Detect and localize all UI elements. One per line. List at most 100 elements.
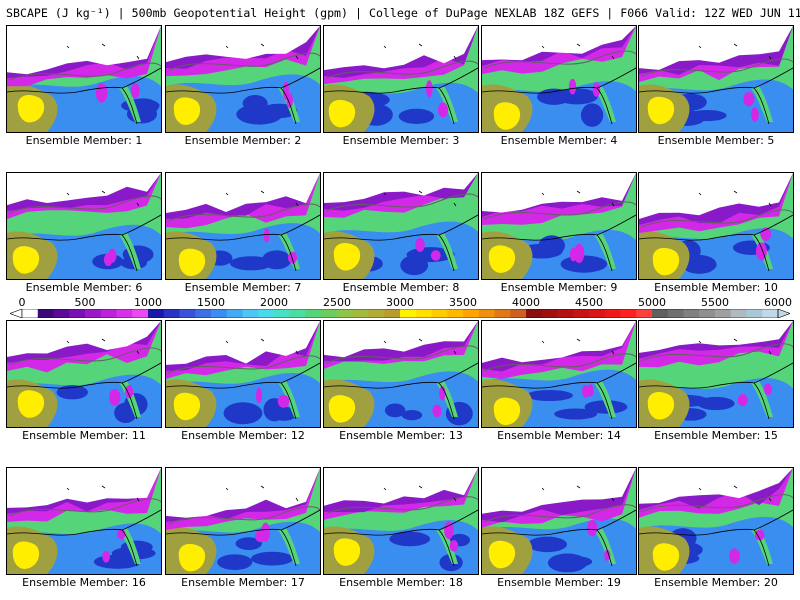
colorbar-segment [715,309,732,318]
ensemble-member-panel: Ensemble Member: 3 [323,25,479,147]
member-label: Ensemble Member: 15 [654,429,778,442]
ensemble-member-panel: Ensemble Member: 8 [323,172,479,294]
member-map [166,321,320,427]
member-map-frame [481,320,637,428]
member-label: Ensemble Member: 9 [500,281,618,294]
ensemble-member-panel: Ensemble Member: 19 [481,467,637,589]
member-map-frame [165,172,321,280]
colorbar-tick-label: 4500 [575,296,603,309]
member-label: Ensemble Member: 7 [184,281,302,294]
member-map-frame [323,172,479,280]
colorbar-right-arrow [777,309,790,318]
colorbar-segment [730,309,747,318]
colorbar-segment [478,309,495,318]
member-map-frame [6,467,162,575]
member-label: Ensemble Member: 2 [184,134,302,147]
colorbar-segment [652,309,669,318]
member-map-frame [165,467,321,575]
member-map [639,468,793,574]
colorbar-tick-label: 3500 [449,296,477,309]
colorbar-segment [384,309,401,318]
member-map [324,468,478,574]
member-map-frame [6,172,162,280]
colorbar-segment [321,309,338,318]
colorbar-tick-label: 500 [74,296,96,309]
ensemble-member-panel: Ensemble Member: 2 [165,25,321,147]
ensemble-member-panel: Ensemble Member: 12 [165,320,321,442]
colorbar-segment [148,309,165,318]
colorbar-segment [132,309,149,318]
colorbar-segment [526,309,543,318]
ensemble-member-panel: Ensemble Member: 9 [481,172,637,294]
member-label: Ensemble Member: 5 [657,134,775,147]
member-label: Ensemble Member: 3 [342,134,460,147]
colorbar-tick-label: 6000 [764,296,792,309]
colorbar-segment [305,309,322,318]
colorbar-tick-label: 5500 [701,296,729,309]
member-map-frame [481,25,637,133]
colorbar-segment [620,309,637,318]
member-map-frame [323,25,479,133]
ensemble-member-panel: Ensemble Member: 5 [638,25,794,147]
member-map [166,26,320,132]
member-map-frame [323,320,479,428]
member-label: Ensemble Member: 17 [181,576,305,589]
ensemble-member-panel: Ensemble Member: 17 [165,467,321,589]
colorbar-tick-label: 2500 [323,296,351,309]
colorbar-segment [762,309,779,318]
colorbar-segment [352,309,369,318]
colorbar-strip [10,309,790,318]
member-map [166,468,320,574]
colorbar-segment [463,309,480,318]
colorbar-segment [53,309,70,318]
colorbar-segment [116,309,133,318]
colorbar-tick-label: 3000 [386,296,414,309]
ensemble-member-panel: Ensemble Member: 20 [638,467,794,589]
colorbar-segment [368,309,385,318]
member-map [482,468,636,574]
colorbar-segment [494,309,511,318]
colorbar-tick-label: 0 [18,296,26,309]
colorbar-segment [589,309,606,318]
colorbar-segment [37,309,54,318]
ensemble-member-panel: Ensemble Member: 13 [323,320,479,442]
colorbar-segment [573,309,590,318]
colorbar-segment [195,309,212,318]
colorbar-segment [447,309,464,318]
member-map [482,321,636,427]
member-label: Ensemble Member: 12 [181,429,305,442]
colorbar-segment [85,309,102,318]
colorbar-segment [226,309,243,318]
member-map-frame [638,320,794,428]
member-label: Ensemble Member: 16 [22,576,146,589]
colorbar-segment [179,309,196,318]
colorbar-segment [69,309,86,318]
colorbar-segment [211,309,228,318]
colorbar-segment [683,309,700,318]
member-label: Ensemble Member: 1 [25,134,143,147]
member-map [639,321,793,427]
ensemble-member-panel: Ensemble Member: 6 [6,172,162,294]
colorbar-segment [22,309,39,318]
ensemble-member-panel: Ensemble Member: 11 [6,320,162,442]
member-label: Ensemble Member: 6 [25,281,143,294]
member-label: Ensemble Member: 20 [654,576,778,589]
colorbar-tick-label: 2000 [260,296,288,309]
ensemble-member-panel: Ensemble Member: 7 [165,172,321,294]
colorbar-segment [274,309,291,318]
member-map [639,173,793,279]
colorbar-outline [21,309,779,318]
ensemble-member-panel: Ensemble Member: 15 [638,320,794,442]
colorbar-segment [337,309,354,318]
member-map-frame [165,320,321,428]
member-map [482,26,636,132]
member-map [7,26,161,132]
member-label: Ensemble Member: 11 [22,429,146,442]
ensemble-member-panel: Ensemble Member: 14 [481,320,637,442]
colorbar-segment [415,309,432,318]
member-map [7,321,161,427]
member-label: Ensemble Member: 4 [500,134,618,147]
member-map [166,173,320,279]
colorbar-segment [510,309,527,318]
colorbar-tick-label: 1500 [197,296,225,309]
